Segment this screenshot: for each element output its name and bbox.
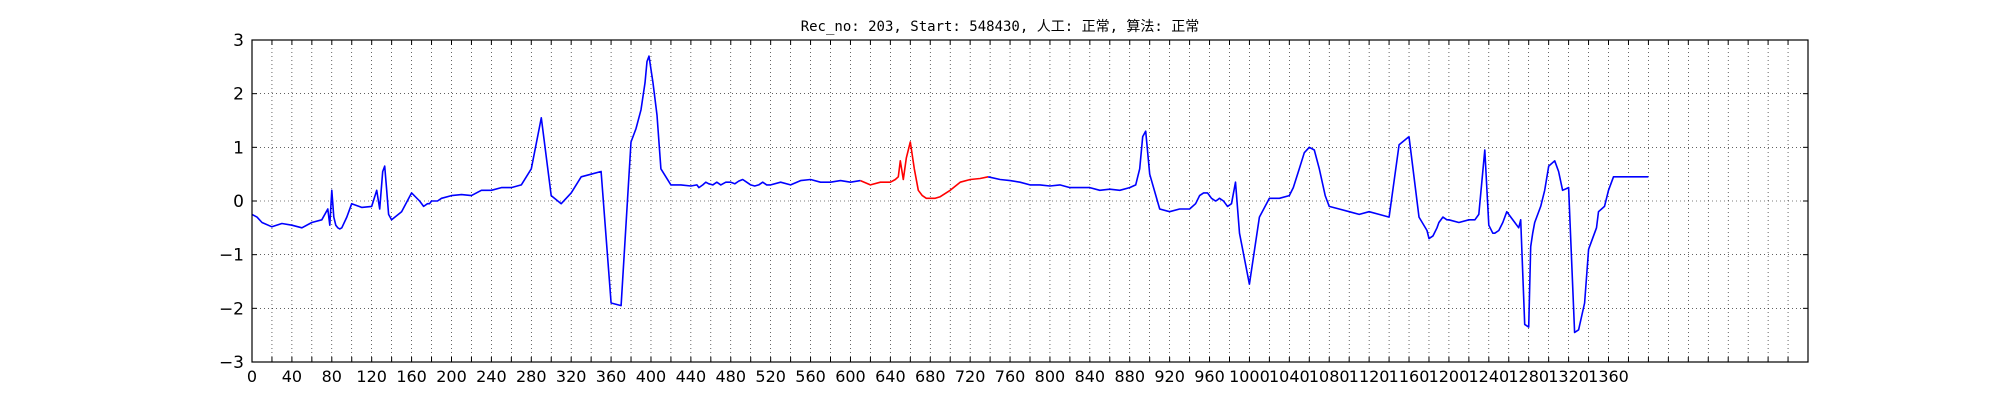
y-tick-label: 0 xyxy=(233,192,244,212)
x-tick-label: 1280 xyxy=(1508,367,1549,386)
x-tick-label: 240 xyxy=(476,367,507,386)
x-tick-label: 1360 xyxy=(1588,367,1629,386)
x-tick-label: 1000 xyxy=(1229,367,1270,386)
x-tick-label: 200 xyxy=(436,367,467,386)
y-tick-label: −2 xyxy=(219,299,244,319)
x-tick-label: 1040 xyxy=(1269,367,1310,386)
x-tick-label: 160 xyxy=(396,367,427,386)
y-tick-label: −3 xyxy=(219,353,244,373)
x-tick-label: 0 xyxy=(247,367,257,386)
y-tick-label: 3 xyxy=(233,31,244,51)
x-tick-label: 840 xyxy=(1075,367,1106,386)
x-tick-label: 440 xyxy=(676,367,707,386)
chart-title: Rec_no: 203, Start: 548430, 人工: 正常, 算法: … xyxy=(801,19,1200,35)
x-axis-ticks: 0 40 80 120 160 200 240 280 320 360 400 440 480 520 56… xyxy=(247,40,1789,386)
x-tick-label: 120 xyxy=(356,367,387,386)
x-tick-label: 960 xyxy=(1194,367,1225,386)
x-tick-label: 280 xyxy=(516,367,547,386)
y-tick-label: 2 xyxy=(233,85,244,105)
grid-lines xyxy=(252,40,1808,362)
x-tick-label: 1240 xyxy=(1468,367,1509,386)
x-tick-label: 560 xyxy=(795,367,826,386)
series-line-before xyxy=(251,55,861,307)
y-axis-ticks: −3 −2 −1 0 1 2 3 xyxy=(219,31,1808,373)
x-tick-label: 920 xyxy=(1154,367,1185,386)
x-tick-label: 520 xyxy=(755,367,786,386)
series-line-after xyxy=(987,130,1649,334)
x-tick-label: 800 xyxy=(1035,367,1066,386)
x-tick-label: 600 xyxy=(835,367,866,386)
x-tick-label: 400 xyxy=(636,367,667,386)
x-tick-label: 1080 xyxy=(1309,367,1350,386)
series-line-highlighted xyxy=(860,141,989,200)
x-tick-label: 360 xyxy=(596,367,627,386)
x-tick-label: 480 xyxy=(715,367,746,386)
y-tick-label: −1 xyxy=(219,246,244,266)
plot-frame xyxy=(251,39,1809,363)
x-tick-label: 40 xyxy=(282,367,302,386)
x-tick-label: 1120 xyxy=(1349,367,1390,386)
x-tick-label: 320 xyxy=(556,367,587,386)
y-tick-label: 1 xyxy=(233,138,244,158)
x-tick-label: 1320 xyxy=(1548,367,1589,386)
x-tick-label: 880 xyxy=(1114,367,1145,386)
x-tick-label: 680 xyxy=(915,367,946,386)
x-tick-label: 760 xyxy=(995,367,1026,386)
x-tick-label: 1160 xyxy=(1389,367,1430,386)
series-lines xyxy=(251,55,1649,334)
x-tick-label: 640 xyxy=(875,367,906,386)
x-tick-label: 1200 xyxy=(1429,367,1470,386)
x-tick-label: 720 xyxy=(955,367,986,386)
x-tick-label: 80 xyxy=(322,367,342,386)
